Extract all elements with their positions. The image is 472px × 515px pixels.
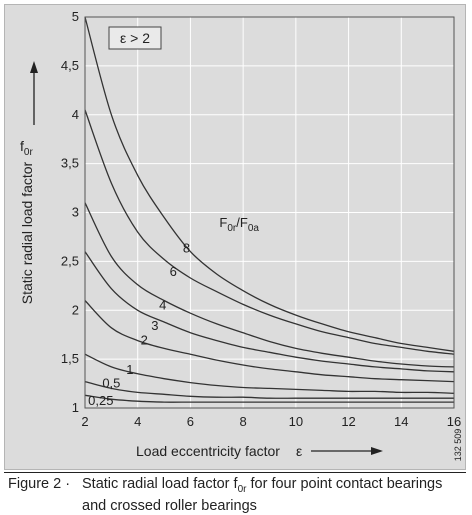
curve-8 [84,16,455,352]
figure-code: 132 509 [453,429,463,462]
caption-text: Static radial load factor f0r for four p… [82,476,466,515]
x-tick-label-2: 6 [187,414,194,429]
curve-1 [84,353,455,394]
curve-3 [84,251,455,373]
y-tick-label-3: 2,5 [61,253,79,268]
caption-text-pre: Static radial load factor f [82,476,238,492]
caption-rule [4,472,466,473]
x-tick-label-3: 8 [240,414,247,429]
x-tick-label-5: 12 [341,414,355,429]
x-tick-label-6: 14 [394,414,408,429]
caption-text-sub: 0r [237,483,247,495]
chart-figure: 8 6 4 3 2 1 0,5 0,25 F0r/F0a ε > 2 2 4 6 8 10 12 14 16 1 1,… [4,4,466,470]
curve-label-3: 3 [151,318,158,333]
y-tick-label-1: 1,5 [61,351,79,366]
curve-label-6: 6 [170,264,177,279]
curve-label-0-5: 0,5 [102,376,120,391]
y-tick-label-2: 2 [72,302,79,317]
y-tick-label-6: 4 [72,107,79,122]
condition-label: ε > 2 [120,30,150,46]
caption-text-post: for four point contact bearings and cros… [82,476,443,514]
x-axis-symbol: ε [296,443,302,459]
y-tick-label-4: 3 [72,205,79,220]
caption-label: Figure 2 · [8,476,71,492]
curve-0-5 [84,380,454,399]
series-family-label: F0r/F0a [219,215,259,234]
figure-caption: Figure 2 · Static radial load factor f0r… [8,476,466,514]
curve-0-25 [84,394,454,403]
y-axis-symbol: f0r [20,138,33,158]
x-axis-arrow-head [371,447,383,455]
x-tick-label-0: 2 [81,414,88,429]
curves [84,16,455,403]
y-tick-label-0: 1 [72,400,79,415]
curve-label-2: 2 [141,333,148,348]
x-axis-label: Load eccentricity factor [136,443,280,459]
y-tick-label-8: 5 [72,9,79,24]
y-axis-arrow-head [30,61,38,73]
y-tick-label-7: 4,5 [61,58,79,73]
curve-2 [84,300,455,383]
curve-6 [84,109,455,355]
plot-frame [84,16,455,409]
y-axis-label: Static radial load factor [19,161,35,304]
curve-label-0-25: 0,25 [88,393,113,408]
condition-box [108,26,162,50]
x-tick-label-1: 4 [134,414,141,429]
curve-label-4: 4 [159,297,166,312]
y-tick-label-5: 3,5 [61,156,79,171]
x-tick-label-4: 10 [289,414,303,429]
x-tick-label-7: 16 [447,414,461,429]
curve-4 [84,202,455,368]
curve-label-8: 8 [183,241,190,256]
curve-label-1: 1 [126,362,133,377]
